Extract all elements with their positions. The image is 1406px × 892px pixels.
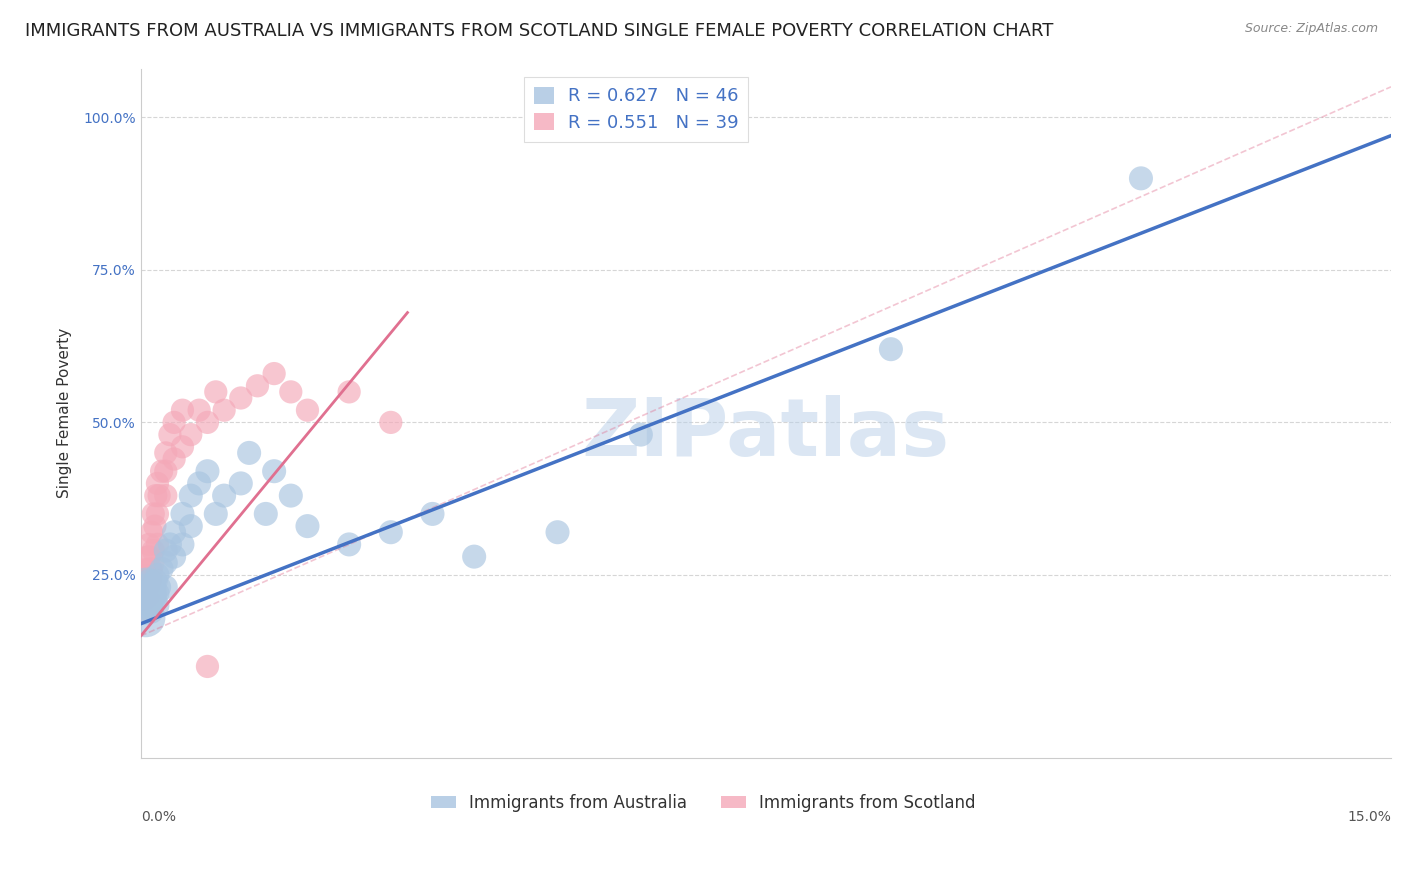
Point — [148, 489, 170, 503]
Point — [337, 384, 360, 399]
Point — [135, 580, 157, 594]
Point — [141, 525, 163, 540]
Point — [263, 464, 285, 478]
Point — [172, 403, 194, 417]
Point — [180, 489, 202, 503]
Point — [150, 464, 173, 478]
Point — [422, 507, 444, 521]
Point — [188, 403, 211, 417]
Point — [145, 574, 167, 588]
Point — [139, 599, 162, 613]
Point — [143, 586, 166, 600]
Point — [159, 537, 181, 551]
Point — [155, 556, 177, 570]
Point — [142, 580, 165, 594]
Text: 0.0%: 0.0% — [141, 810, 176, 823]
Point — [263, 367, 285, 381]
Legend: Immigrants from Australia, Immigrants from Scotland: Immigrants from Australia, Immigrants fr… — [425, 788, 983, 819]
Point — [142, 543, 165, 558]
Point — [197, 416, 219, 430]
Point — [197, 659, 219, 673]
Point — [204, 507, 226, 521]
Point — [150, 562, 173, 576]
Point — [380, 525, 402, 540]
Point — [159, 427, 181, 442]
Point — [1129, 171, 1152, 186]
Point — [155, 543, 177, 558]
Point — [135, 599, 157, 613]
Point — [254, 507, 277, 521]
Point — [212, 489, 235, 503]
Point — [180, 519, 202, 533]
Point — [280, 384, 302, 399]
Point — [134, 586, 156, 600]
Point — [136, 592, 159, 607]
Point — [280, 489, 302, 503]
Text: ZIPatlas: ZIPatlas — [582, 395, 950, 473]
Point — [163, 452, 186, 467]
Point — [163, 525, 186, 540]
Point — [188, 476, 211, 491]
Point — [142, 507, 165, 521]
Point — [138, 586, 160, 600]
Point — [172, 537, 194, 551]
Text: 15.0%: 15.0% — [1347, 810, 1391, 823]
Point — [229, 476, 252, 491]
Point — [136, 556, 159, 570]
Point — [380, 416, 402, 430]
Point — [146, 599, 169, 613]
Point — [246, 378, 269, 392]
Point — [145, 489, 167, 503]
Point — [229, 391, 252, 405]
Point — [163, 416, 186, 430]
Point — [146, 507, 169, 521]
Text: IMMIGRANTS FROM AUSTRALIA VS IMMIGRANTS FROM SCOTLAND SINGLE FEMALE POVERTY CORR: IMMIGRANTS FROM AUSTRALIA VS IMMIGRANTS … — [25, 22, 1053, 40]
Point — [146, 568, 169, 582]
Point — [180, 427, 202, 442]
Point — [146, 537, 169, 551]
Point — [139, 562, 162, 576]
Point — [146, 586, 169, 600]
Point — [880, 342, 903, 356]
Point — [463, 549, 485, 564]
Point — [155, 489, 177, 503]
Point — [297, 403, 319, 417]
Point — [138, 537, 160, 551]
Point — [204, 384, 226, 399]
Point — [212, 403, 235, 417]
Y-axis label: Single Female Poverty: Single Female Poverty — [58, 328, 72, 499]
Point — [297, 519, 319, 533]
Point — [135, 610, 157, 624]
Point — [172, 507, 194, 521]
Point — [172, 440, 194, 454]
Point — [134, 574, 156, 588]
Point — [163, 549, 186, 564]
Point — [143, 519, 166, 533]
Point — [135, 568, 157, 582]
Point — [148, 580, 170, 594]
Text: Source: ZipAtlas.com: Source: ZipAtlas.com — [1244, 22, 1378, 36]
Point — [155, 580, 177, 594]
Point — [146, 476, 169, 491]
Point — [197, 464, 219, 478]
Point — [238, 446, 260, 460]
Point — [142, 592, 165, 607]
Point — [132, 586, 155, 600]
Point — [141, 605, 163, 619]
Point — [155, 464, 177, 478]
Point — [132, 599, 155, 613]
Point — [138, 574, 160, 588]
Point — [547, 525, 569, 540]
Point — [630, 427, 652, 442]
Point — [155, 446, 177, 460]
Point — [337, 537, 360, 551]
Point — [138, 549, 160, 564]
